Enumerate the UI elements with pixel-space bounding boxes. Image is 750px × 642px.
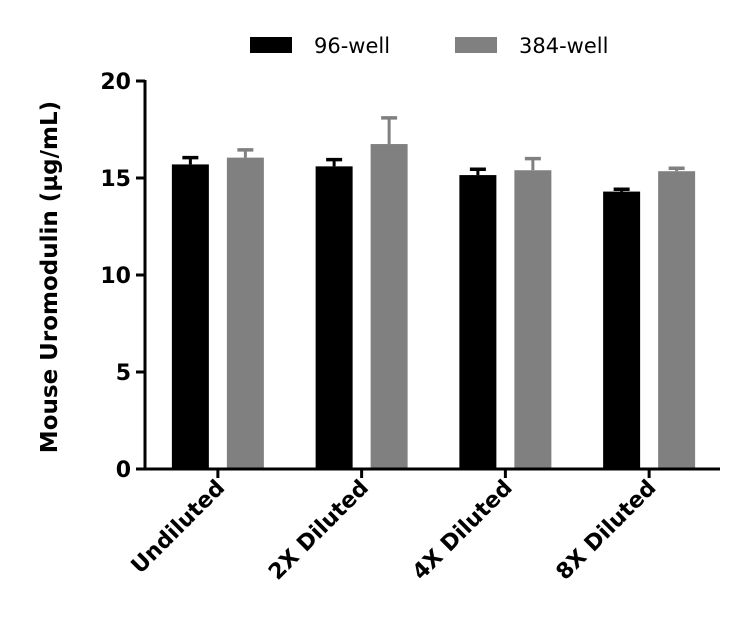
bar-384-well [658, 171, 696, 469]
bar-96-well [459, 175, 497, 469]
y-tick-label: 0 [116, 458, 131, 483]
bar-96-well [315, 166, 353, 470]
legend-swatch-96-well [250, 37, 292, 53]
bar-384-well [514, 170, 552, 470]
x-tick-label: Undiluted [127, 476, 230, 579]
legend-swatch-384-well [455, 37, 497, 53]
y-tick-label: 15 [100, 167, 131, 192]
legend-label: 96-well [314, 34, 390, 58]
bar-96-well [171, 164, 209, 470]
y-axis-label: Mouse Uromodulin (µg/mL) [37, 101, 63, 453]
y-tick-label: 10 [100, 264, 131, 289]
x-tick-label: 8X Diluted [552, 476, 662, 586]
bar-384-well [226, 157, 264, 469]
x-tick-label: 2X Diluted [264, 476, 374, 586]
y-tick-label: 5 [116, 361, 131, 386]
legend: 96-well 384-well [250, 34, 608, 58]
bar-96-well [603, 191, 641, 469]
legend-label: 384-well [519, 34, 608, 58]
bar-384-well [370, 144, 408, 470]
y-tick-label: 20 [100, 70, 131, 95]
x-tick-label: 4X Diluted [408, 476, 518, 586]
